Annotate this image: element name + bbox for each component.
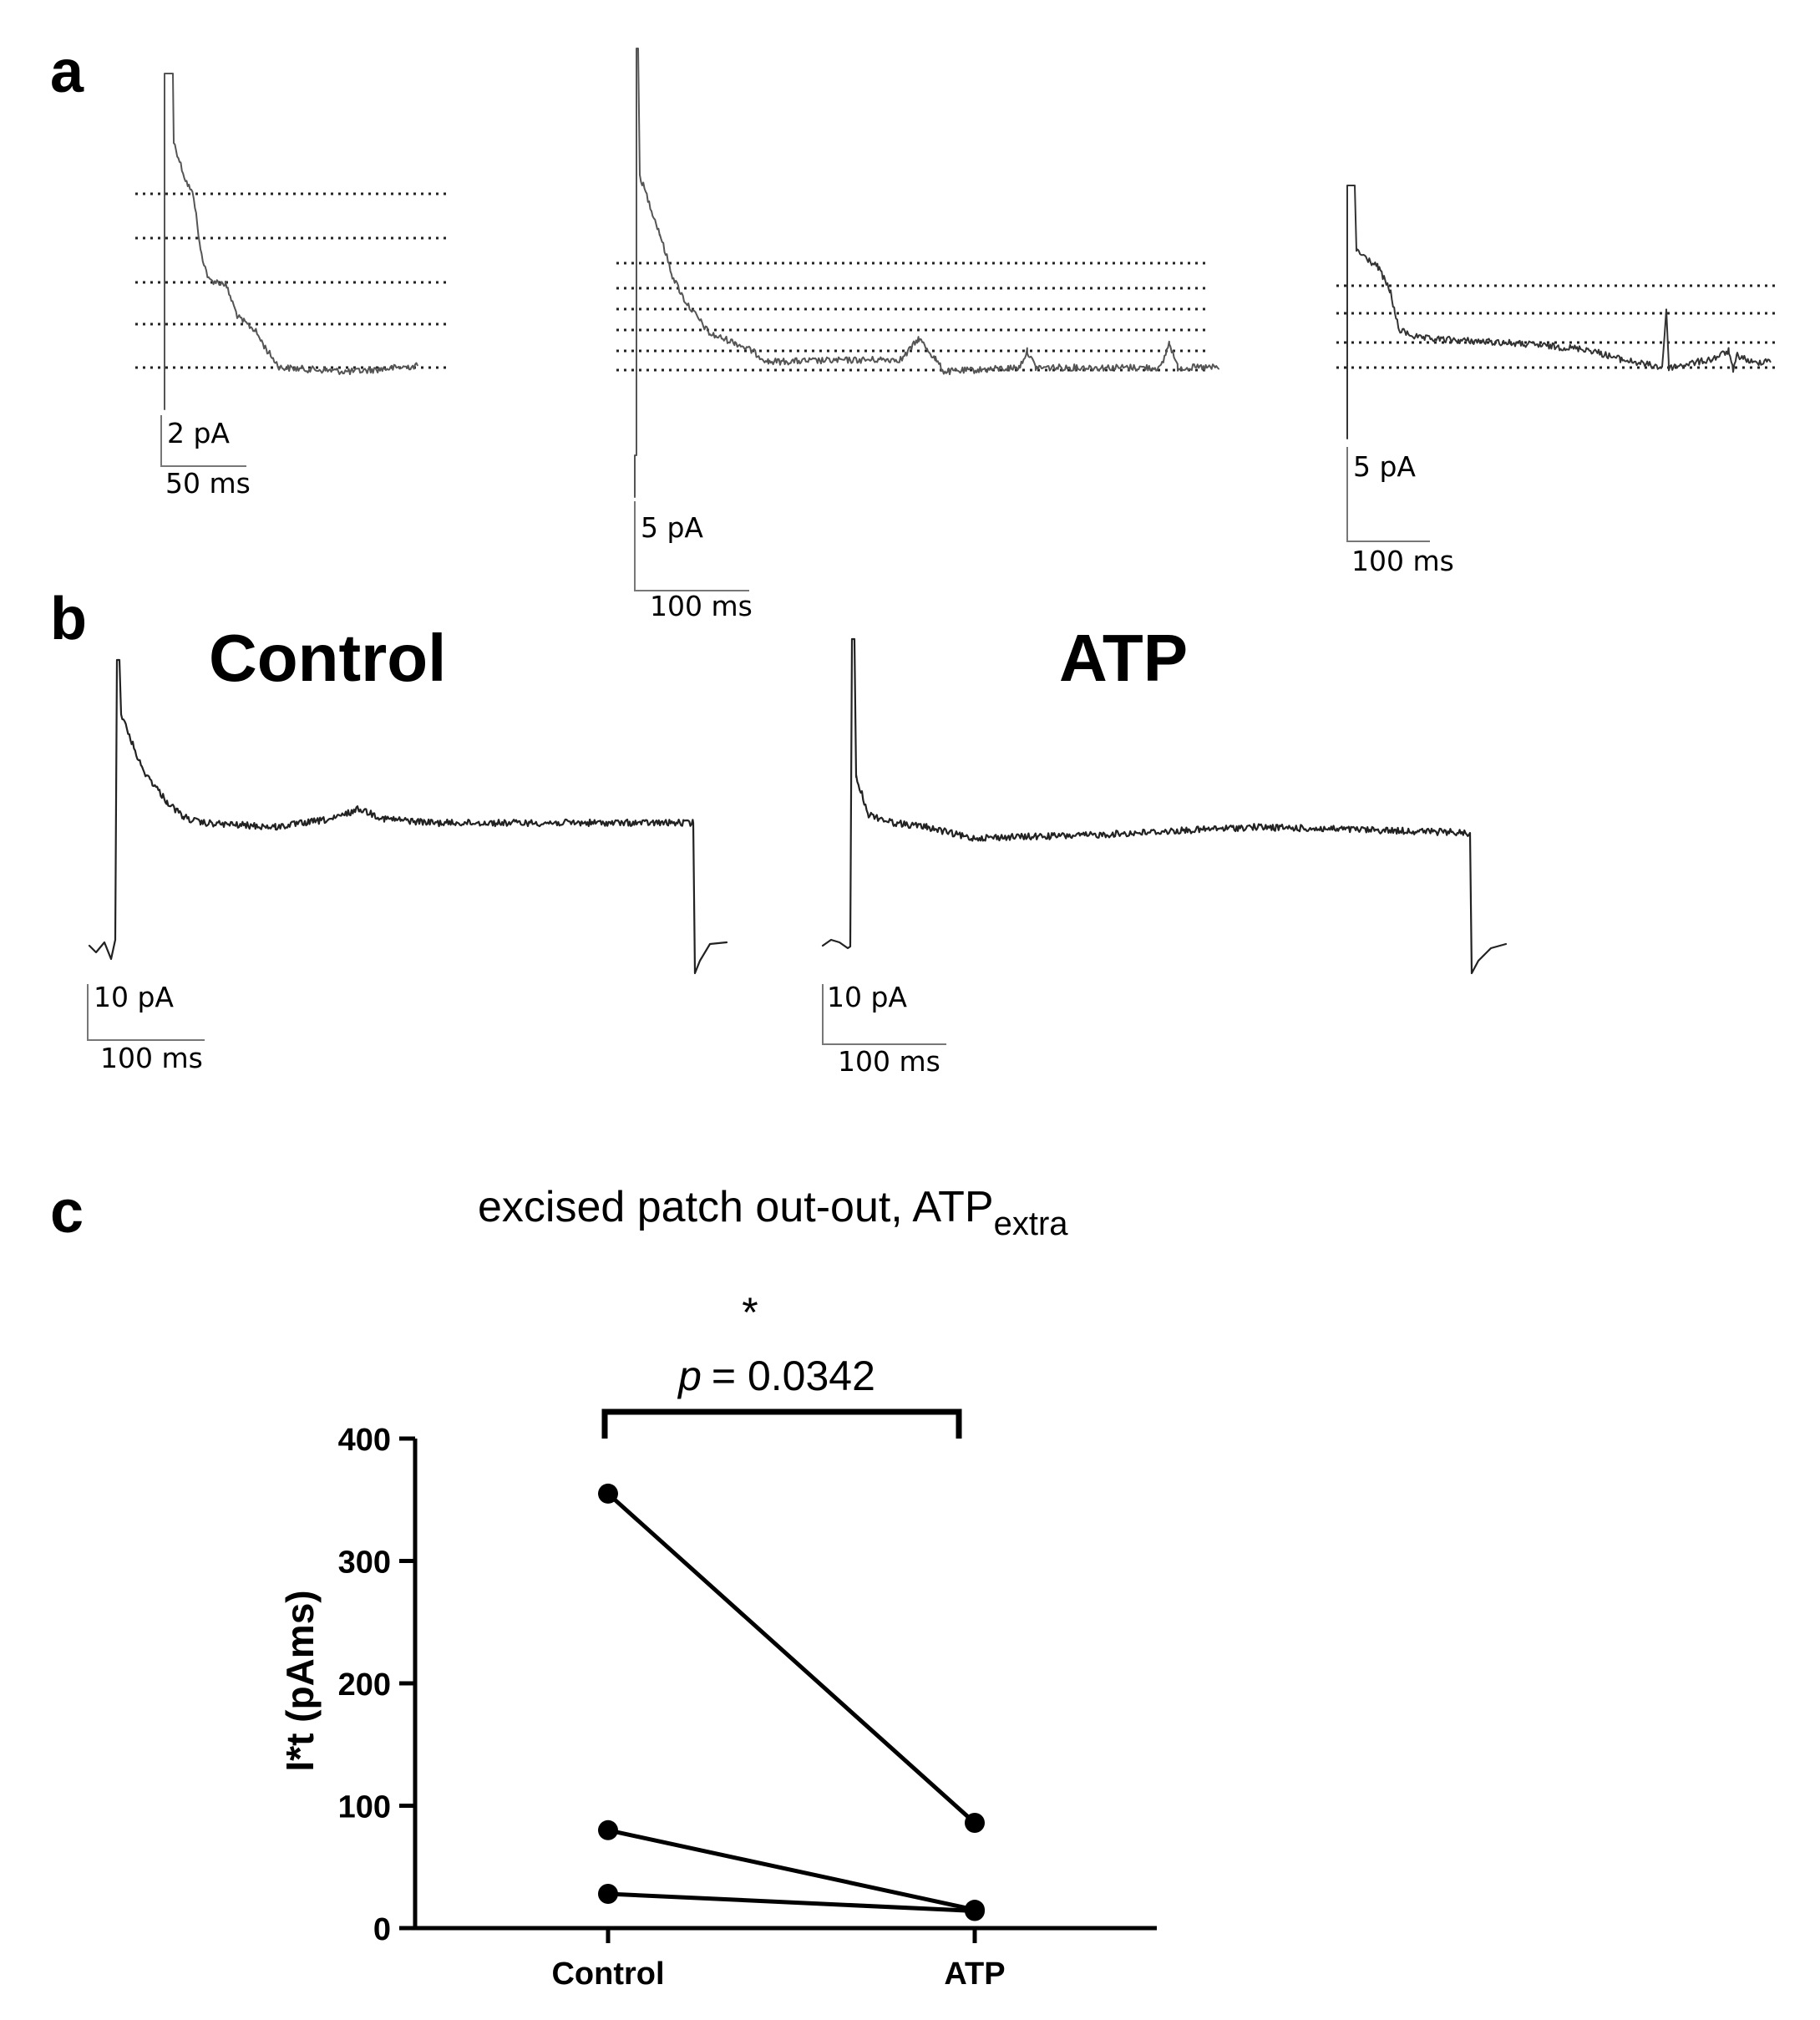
panel-c-letter: c — [50, 1179, 84, 1246]
trace-a1-scale-bar — [160, 415, 246, 467]
control-trace-group: Control 10 pA 100 ms — [87, 621, 728, 1074]
control-scale-time: 100 ms — [100, 1042, 203, 1074]
trace-a3-scale-bar — [1346, 447, 1430, 542]
trace-a3-level-lines — [1336, 284, 1779, 369]
significance-star: * — [742, 1289, 758, 1336]
trace-a1-level-lines — [135, 192, 451, 369]
p-value: = 0.0342 — [712, 1353, 875, 1399]
y-axis-label: I*t (pAms) — [278, 1590, 322, 1771]
trace-a3-scale-time: 100 ms — [1351, 545, 1454, 577]
control-scale-bar — [87, 984, 205, 1041]
significance-bracket — [601, 1408, 962, 1439]
significance-bracket-group: * p = 0.0342 — [601, 1289, 962, 1439]
atp-title: ATP — [1059, 621, 1188, 695]
p-value-label: p = 0.0342 — [677, 1353, 875, 1399]
trace-a2 — [634, 48, 1219, 498]
control-trace — [88, 658, 728, 975]
x-tick-label-control: Control — [551, 1957, 664, 1992]
trace-a2-group: 5 pA 100 ms — [616, 48, 1219, 622]
data-point-1-atp — [965, 1813, 985, 1834]
series-line-1 — [606, 1492, 976, 1825]
data-point-3-control — [598, 1883, 618, 1904]
control-scale-current: 10 pA — [94, 981, 174, 1013]
p-symbol: p — [677, 1353, 702, 1399]
panel-a-letter: a — [50, 38, 84, 105]
series-lines — [606, 1492, 976, 1913]
panel-b-letter: b — [50, 586, 87, 652]
atp-scale-current: 10 pA — [827, 981, 907, 1013]
data-points — [598, 1483, 985, 1921]
y-tick-label-100: 100 — [338, 1790, 391, 1825]
trace-a2-scale-bar — [634, 501, 749, 591]
trace-a3-group: 5 pA 100 ms — [1336, 185, 1779, 577]
trace-a3 — [1346, 185, 1772, 439]
trace-a2-level-lines — [616, 261, 1207, 372]
trace-a3-scale-current: 5 pA — [1353, 450, 1416, 483]
chart-title: excised patch out-out, ATPextra — [478, 1183, 1068, 1242]
chart-c: 0 100 200 300 400 Control ATP I*t (pAms) * p =… — [278, 1289, 1157, 1992]
trace-a1 — [164, 73, 418, 410]
atp-scale-bar — [822, 984, 946, 1045]
trace-a2-scale-current: 5 pA — [641, 511, 703, 544]
trace-a1-scale-current: 2 pA — [167, 417, 230, 449]
control-title: Control — [209, 621, 446, 695]
y-tick-label-0: 0 — [373, 1912, 391, 1947]
data-point-2-control — [598, 1820, 618, 1840]
trace-a1-scale-time: 50 ms — [165, 467, 251, 500]
chart-title-main: excised patch out-out, ATP — [478, 1183, 994, 1231]
y-ticks: 0 100 200 300 400 — [338, 1423, 415, 1947]
series-line-2 — [607, 1828, 976, 1912]
trace-a2-scale-time: 100 ms — [650, 590, 753, 622]
y-tick-label-200: 200 — [338, 1667, 391, 1703]
x-tick-label-atp: ATP — [944, 1957, 1005, 1992]
chart-title-subscript: extra — [994, 1205, 1069, 1242]
data-point-3-atp — [965, 1901, 985, 1921]
y-tick-label-300: 300 — [338, 1545, 391, 1581]
data-point-1-control — [598, 1483, 618, 1504]
trace-a1-group: 2 pA 50 ms — [135, 73, 451, 500]
atp-trace-group: ATP 10 pA 100 ms — [821, 621, 1508, 1078]
x-ticks: Control ATP — [551, 1928, 1006, 1992]
series-line-3 — [607, 1891, 976, 1913]
atp-trace — [821, 637, 1508, 975]
atp-scale-time: 100 ms — [838, 1045, 940, 1078]
y-tick-label-400: 400 — [338, 1423, 391, 1458]
